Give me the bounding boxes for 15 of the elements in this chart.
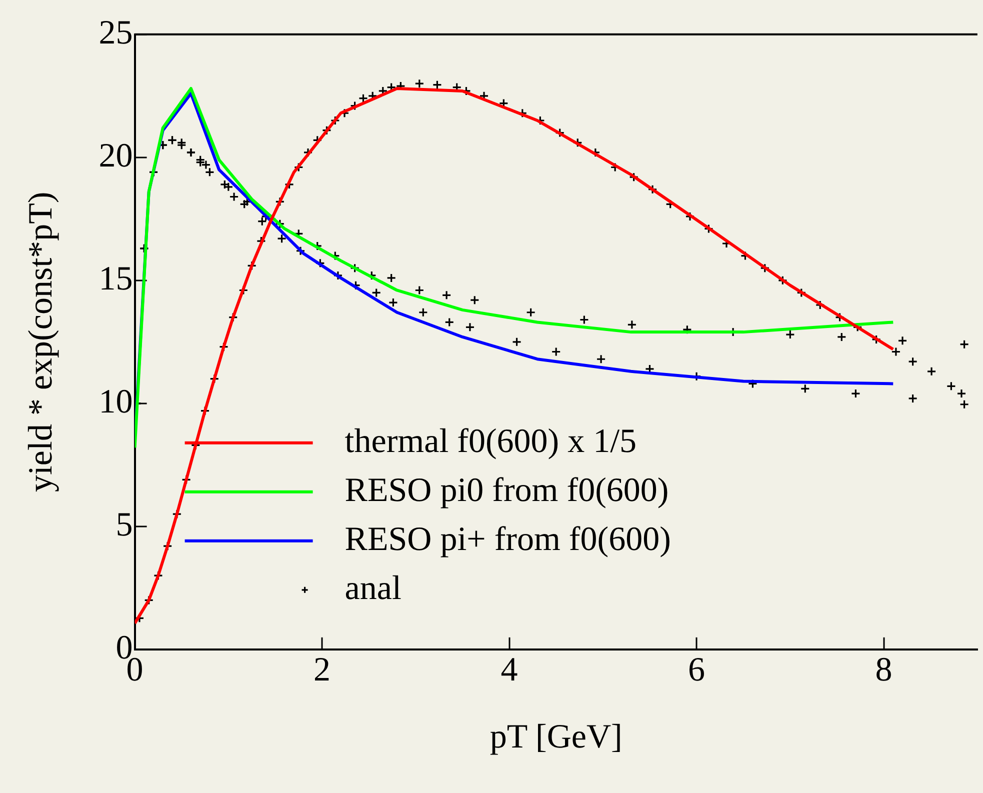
x-tick-label: 4 [500, 652, 518, 689]
y-tick-label: 15 [98, 260, 133, 298]
x-tick-label: 8 [875, 652, 892, 689]
legend-label: thermal f0(600) x 1/5 [344, 422, 637, 460]
y-tick-label: 5 [116, 506, 133, 544]
legend-label: RESO pi+ from f0(600) [344, 520, 671, 558]
legend-label: RESO pi0 from f0(600) [344, 472, 669, 509]
x-tick-label: 2 [314, 652, 331, 689]
y-axis-title: yield * exp(const*pT) [22, 192, 60, 492]
x-tick-label: 6 [688, 652, 706, 689]
legend-label: anal [344, 570, 402, 607]
x-axis-title: pT [GeV] [490, 718, 622, 756]
y-tick-label: 25 [98, 14, 133, 52]
y-tick-label: 20 [98, 137, 133, 174]
y-tick-label: 10 [98, 383, 133, 420]
